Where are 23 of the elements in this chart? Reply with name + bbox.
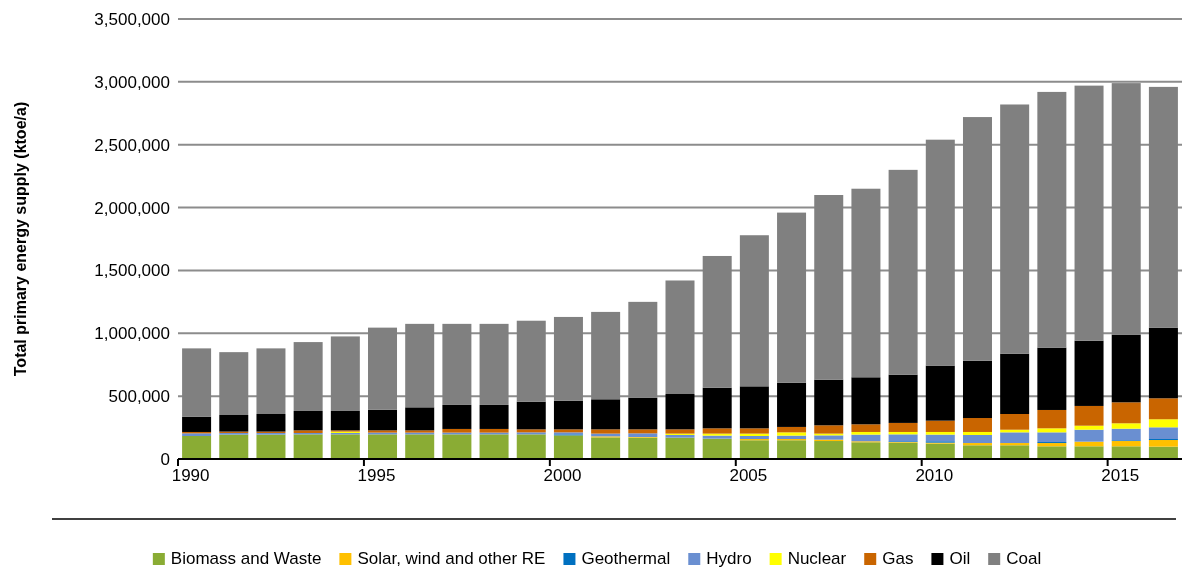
x-tick-label: 2005 [729,466,768,485]
y-tick-label: 2,500,000 [94,135,170,155]
y-tick-label: 2,000,000 [94,198,170,218]
x-tick-label: 2015 [1101,466,1140,485]
x-tick-label: 2010 [915,466,954,485]
legend-label: Nuclear [787,549,847,568]
x-tick-label: 1990 [171,466,210,485]
y-tick-label: 500,000 [108,387,170,407]
y-tick-label: 1,500,000 [94,261,170,281]
x-tick-label: 2000 [543,466,582,485]
y-tick-label: 1,000,000 [94,324,170,344]
y-tick-label: 3,000,000 [94,72,170,92]
legend-label: Coal [1006,549,1042,568]
y-tick-label: 0 [160,449,170,469]
legend-label: Hydro [706,549,752,568]
legend-label: Solar, wind and other RE [357,549,546,568]
legend-label: Biomass and Waste [170,549,322,568]
x-tick-label: 1995 [357,466,396,485]
legend-label: Gas [882,549,914,568]
legend-label: Oil [949,549,971,568]
y-axis-title: Total primary energy supply (ktoe/a) [12,101,29,377]
y-tick-label: 3,500,000 [94,9,170,29]
legend-label: Geothermal [581,549,671,568]
